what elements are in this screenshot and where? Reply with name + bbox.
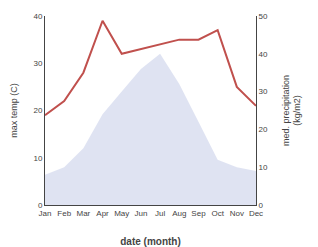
- svg-text:Aug: Aug: [172, 209, 186, 218]
- svg-text:Feb: Feb: [57, 209, 71, 218]
- svg-text:40: 40: [259, 50, 268, 59]
- svg-text:Apr: Apr: [96, 209, 109, 218]
- svg-text:Oct: Oct: [211, 209, 224, 218]
- svg-text:Jul: Jul: [155, 209, 165, 218]
- svg-text:30: 30: [33, 59, 42, 68]
- svg-text:20: 20: [33, 106, 42, 115]
- svg-text:med. precipitation(kg/m2): med. precipitation(kg/m2): [281, 75, 303, 146]
- svg-text:50: 50: [259, 12, 268, 21]
- svg-text:20: 20: [259, 125, 268, 134]
- svg-text:10: 10: [33, 154, 42, 163]
- svg-text:Sep: Sep: [191, 209, 206, 218]
- svg-text:Nov: Nov: [230, 209, 244, 218]
- svg-text:Jun: Jun: [134, 209, 147, 218]
- svg-text:40: 40: [33, 12, 42, 21]
- svg-text:30: 30: [259, 87, 268, 96]
- svg-text:10: 10: [259, 163, 268, 172]
- svg-text:date (month): date (month): [120, 236, 181, 247]
- svg-text:Jan: Jan: [39, 209, 52, 218]
- svg-text:May: May: [114, 209, 129, 218]
- svg-text:0: 0: [38, 201, 43, 210]
- svg-text:max temp (C): max temp (C): [9, 83, 19, 138]
- svg-text:0: 0: [259, 201, 264, 210]
- svg-text:Mar: Mar: [76, 209, 90, 218]
- svg-text:Dec: Dec: [249, 209, 263, 218]
